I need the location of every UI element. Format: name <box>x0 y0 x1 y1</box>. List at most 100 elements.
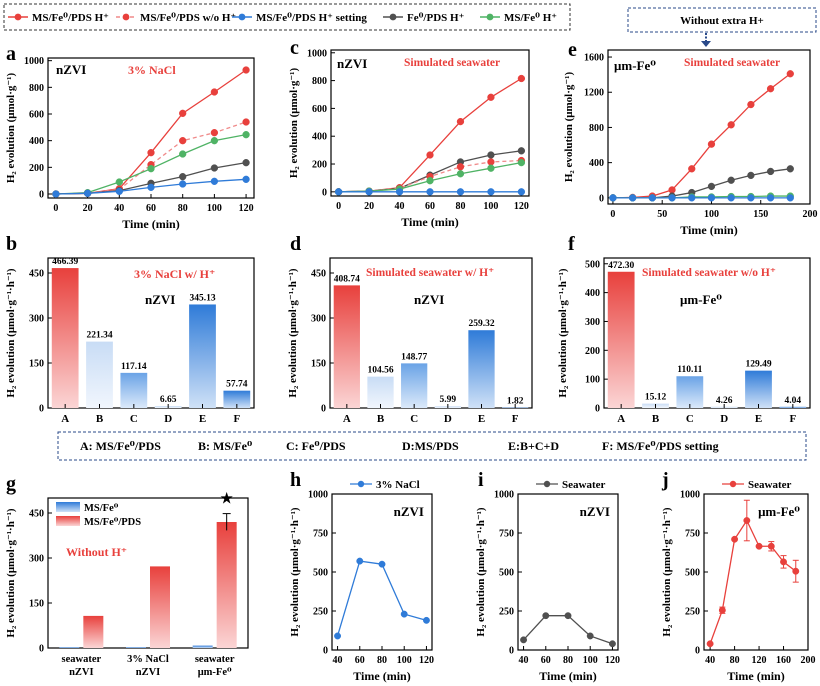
panel-a-data-point <box>179 180 187 188</box>
panel-f-bar <box>745 370 772 408</box>
top-legend-label: Fe⁰/PDS H⁺ <box>407 12 465 24</box>
panel-a-xtick-label: 120 <box>239 203 254 214</box>
panel-g-category-label: seawater <box>195 654 235 665</box>
panel-i-data-point <box>586 632 594 640</box>
panel-d-bar-value-label: 5.99 <box>440 395 457 405</box>
panel-f-material-label: μm-Fe⁰ <box>680 292 722 307</box>
panel-j-xtick-label: 120 <box>752 655 767 666</box>
panel-a-ytick-label: 800 <box>29 83 44 94</box>
panel-c-ytick-label: 1000 <box>307 48 327 59</box>
panel-j-data-point <box>706 640 714 648</box>
panel-g-bar <box>83 615 104 648</box>
panel-b-category-label: C <box>130 413 138 425</box>
panel-b-ytick-label: 150 <box>29 359 44 370</box>
panel-a-data-point <box>179 150 187 158</box>
category-legend-box <box>57 431 807 461</box>
panel-g-bar <box>192 645 213 648</box>
panel-b-ytick-label: 0 <box>39 404 44 415</box>
panel-d-ytick-label: 0 <box>321 404 326 415</box>
panel-a-xtick-label: 60 <box>146 203 156 214</box>
panel-e-data-point <box>668 186 676 194</box>
panel-a-data-point <box>242 131 250 139</box>
panel-d-bar <box>401 363 428 408</box>
panel-a-data-point <box>210 177 219 185</box>
panel-f-bar <box>676 376 704 408</box>
panel-e-xtick-label: 0 <box>610 209 615 220</box>
panel-a-ylabel: H₂ evolution (μmol·g⁻¹) <box>5 73 17 184</box>
panel-i-ytick-label: 1000 <box>494 490 514 501</box>
panel-e-data-point <box>707 182 716 191</box>
panel-e-data-point <box>766 194 775 202</box>
panel-a-data-point <box>242 159 250 167</box>
panel-c-data-point <box>487 93 495 101</box>
panel-e-data-point <box>609 194 617 202</box>
panel-b-frame <box>47 257 255 409</box>
panel-e-data-point <box>668 194 676 202</box>
panel-j-series-line <box>709 519 797 644</box>
panel-f-ytick-label: 200 <box>585 346 600 357</box>
panel-c-data-point <box>517 158 526 167</box>
panel-e-data-point <box>707 194 716 202</box>
panel-i-data-point <box>564 612 572 620</box>
panel-j-xtick-label: 80 <box>730 655 740 666</box>
panel-j-xtick-label: 40 <box>705 655 715 666</box>
panel-i-ytick-label: 0 <box>509 646 514 657</box>
panel-c-data-point <box>487 188 495 196</box>
panel-c-data-point <box>456 188 465 196</box>
panel-j-ytick-label: 750 <box>685 529 700 540</box>
panel-f-category-label: B <box>652 413 660 425</box>
panel-c-data-point <box>487 158 495 166</box>
panel-f-bar-value-label: 472.30 <box>608 261 634 271</box>
panel-a-material-label: nZVI <box>56 62 86 77</box>
panel-e-data-point <box>727 121 735 129</box>
panel-c-data-point <box>456 117 465 126</box>
panel-h-data-point <box>400 610 408 618</box>
panel-i-data-point <box>542 612 550 620</box>
panel-b-annotation: 3% NaCl w/ H⁺ <box>134 267 215 281</box>
panel-e-ytick-label: 0 <box>599 193 604 204</box>
panel-g-category-label: μm-Fe⁰ <box>198 667 232 678</box>
panel-d-bar <box>468 330 495 408</box>
panel-c-ytick-label: 200 <box>312 160 327 171</box>
panel-b-bar <box>189 304 216 408</box>
panel-i-ytick-label: 250 <box>499 607 514 618</box>
panel-a-ytick-label: 400 <box>29 136 44 147</box>
panel-i-xtick-label: 60 <box>541 655 551 666</box>
panel-c-data-point <box>456 170 465 178</box>
panel-b-ytick-label: 300 <box>29 314 44 325</box>
top-legend-label: MS/Fe⁰/PDS H⁺ <box>32 12 109 24</box>
top-legend-marker <box>14 13 22 21</box>
panel-e-data-point <box>786 165 794 173</box>
category-legend-item: F: MS/Fe⁰/PDS setting <box>602 439 719 453</box>
panel-f-bar-value-label: 4.04 <box>785 396 802 406</box>
panel-d-ytick-label: 300 <box>311 314 326 325</box>
panel-g-ytick-label: 0 <box>39 644 44 655</box>
panel-c-xlabel: Time (min) <box>401 215 458 229</box>
panel-a-data-point <box>52 190 60 198</box>
panel-d-category-label: F <box>512 413 519 425</box>
panel-c-xtick-label: 100 <box>483 201 498 212</box>
panel-g-bar <box>59 647 80 648</box>
panel-e-ylabel: H₂ evolution (μmol·g⁻¹) <box>563 72 575 183</box>
panel-f-category-label: A <box>617 413 625 425</box>
callout-box <box>627 7 817 33</box>
panel-j-ylabel: H₂ evolution (μmol·g⁻¹·h⁻¹) <box>661 507 673 637</box>
panel-g-category-label: nZVI <box>69 667 94 678</box>
panel-h-data-point <box>334 632 342 640</box>
panel-e-annotation: Simulated seawater <box>684 57 780 69</box>
panel-e-data-point <box>628 194 637 202</box>
top-legend-label: MS/Fe⁰/PDS w/o H⁺ <box>140 12 236 24</box>
panel-i-legend-marker <box>543 480 551 488</box>
panel-d-material-label: nZVI <box>414 292 444 307</box>
panel-i-series-line <box>523 615 613 645</box>
panel-j-xtick-label: 200 <box>801 655 816 666</box>
panel-a-data-point <box>147 149 155 157</box>
panel-h-legend-label: 3% NaCl <box>376 479 420 491</box>
panel-b-bar-value-label: 466.39 <box>52 257 78 267</box>
panel-letter-c: c <box>290 37 299 59</box>
panel-g-legend-swatch <box>56 502 80 512</box>
panel-d-bar-value-label: 259.32 <box>468 319 494 329</box>
panel-a-annotation: 3% NaCl <box>128 63 176 77</box>
panel-a-data-point <box>210 164 219 172</box>
panel-i-legend-label: Seawater <box>562 479 605 491</box>
